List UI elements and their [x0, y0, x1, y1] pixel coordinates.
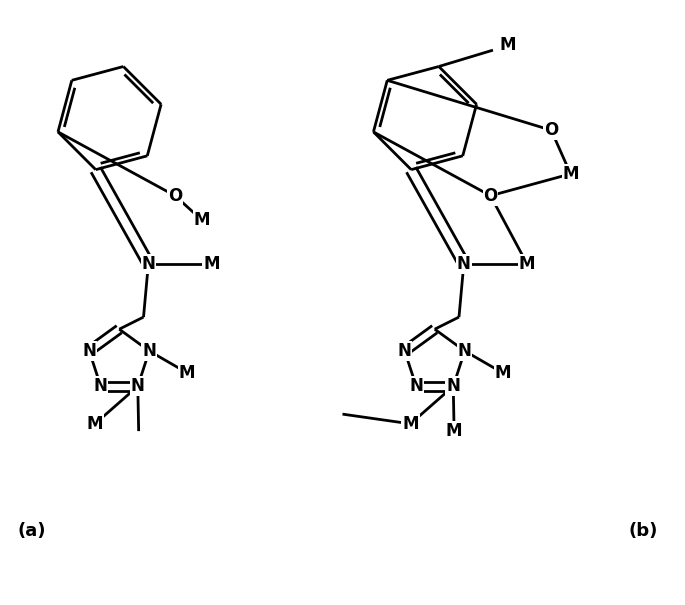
- Text: N: N: [458, 342, 472, 360]
- Text: N: N: [82, 342, 96, 360]
- Text: M: M: [402, 415, 419, 433]
- Text: N: N: [94, 378, 108, 395]
- Text: M: M: [495, 364, 511, 382]
- Text: N: N: [141, 255, 155, 273]
- Text: N: N: [457, 255, 471, 273]
- Text: M: M: [519, 255, 535, 273]
- Text: M: M: [193, 211, 210, 229]
- Text: M: M: [446, 422, 462, 440]
- Text: N: N: [142, 342, 156, 360]
- Text: N: N: [398, 342, 412, 360]
- Text: N: N: [409, 378, 423, 395]
- Text: O: O: [544, 121, 558, 139]
- Text: N: N: [131, 378, 145, 395]
- Text: M: M: [203, 255, 220, 273]
- Text: N: N: [447, 378, 460, 395]
- Text: (a): (a): [17, 522, 46, 540]
- Text: O: O: [168, 187, 182, 204]
- Text: M: M: [87, 415, 103, 433]
- Text: M: M: [499, 36, 516, 54]
- Text: O: O: [484, 187, 497, 204]
- Text: M: M: [179, 364, 195, 382]
- Text: M: M: [562, 165, 579, 183]
- Text: (b): (b): [629, 522, 658, 540]
